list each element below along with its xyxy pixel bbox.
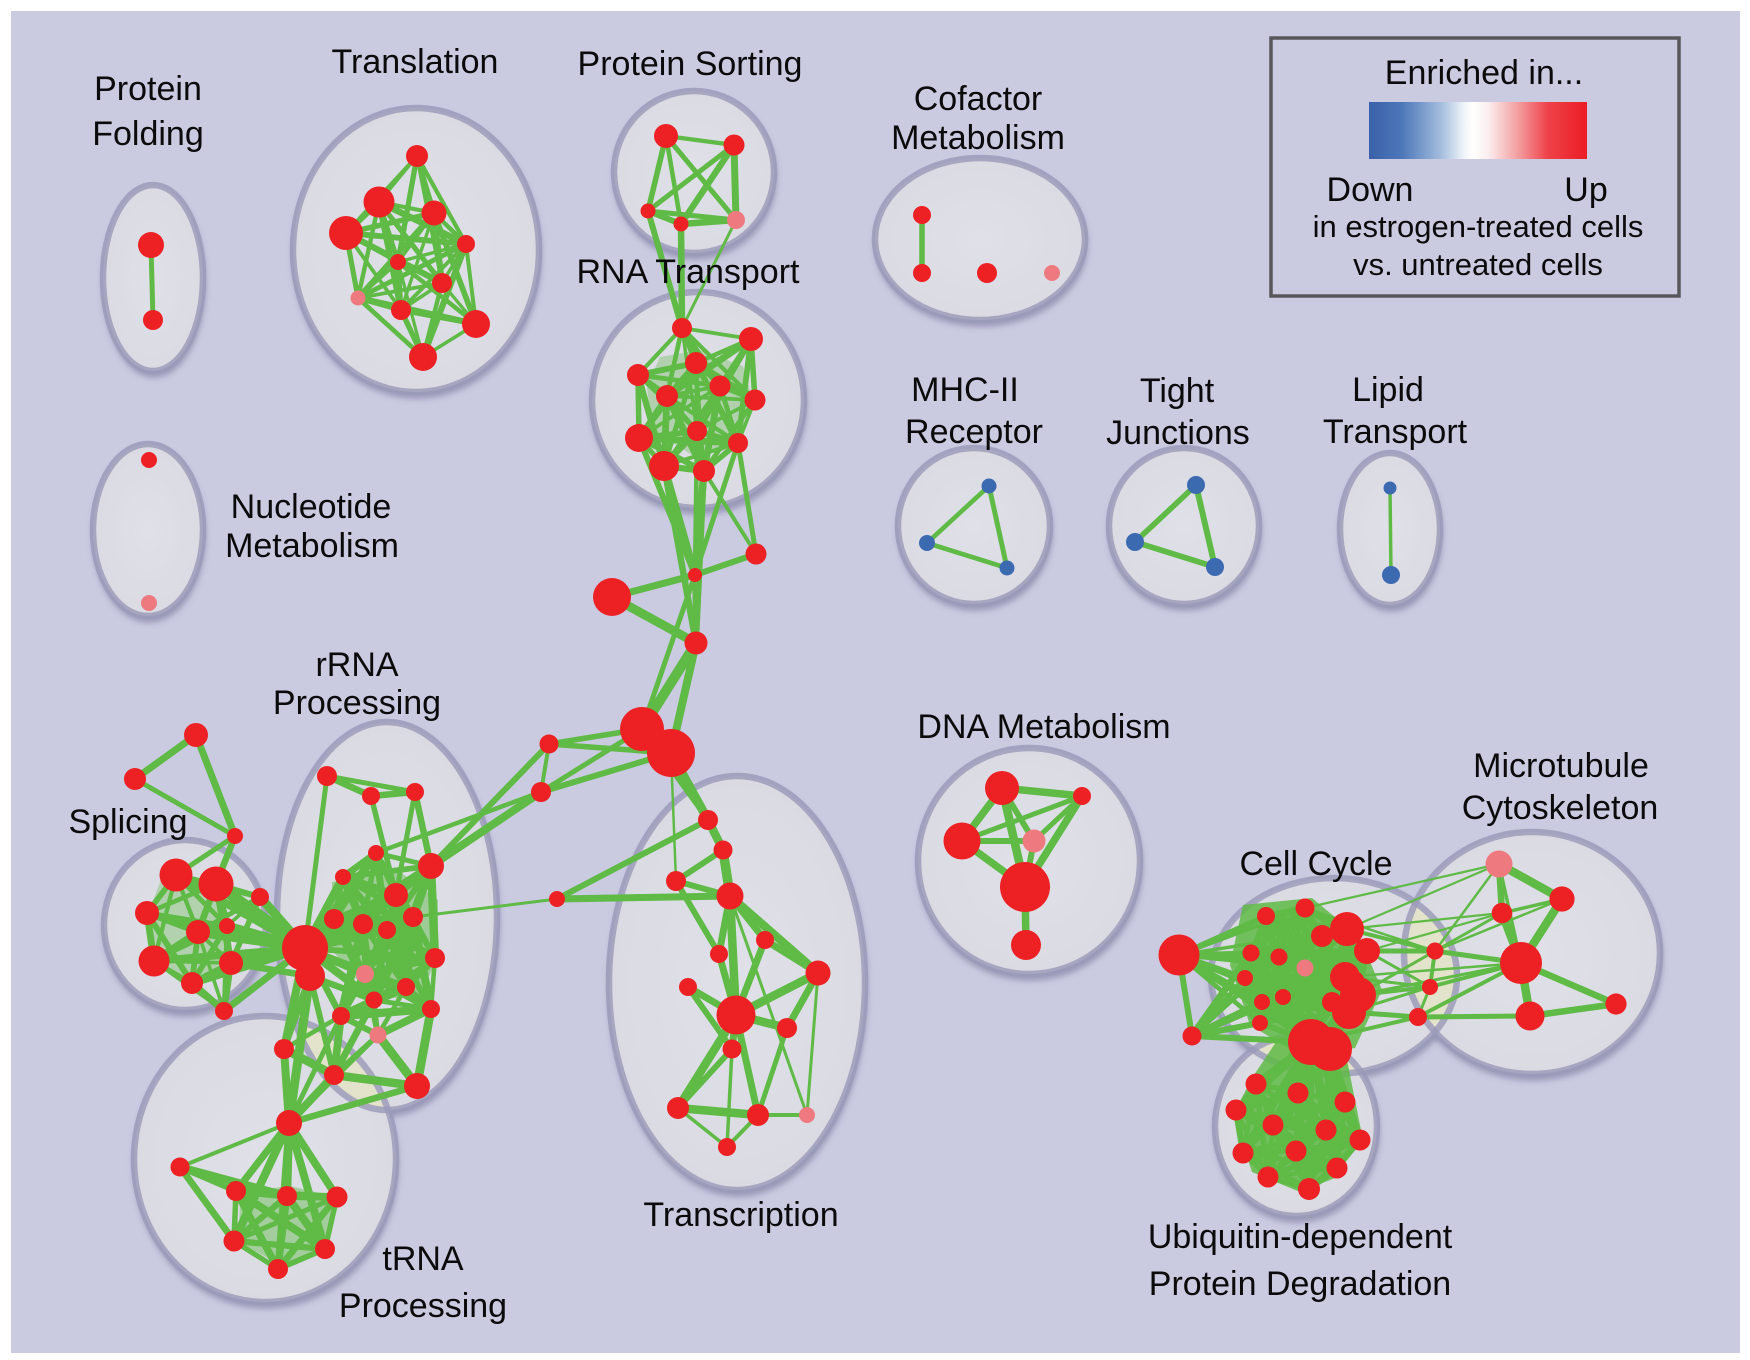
svg-text:Junctions: Junctions [1106, 414, 1250, 452]
svg-text:Lipid: Lipid [1352, 371, 1424, 409]
svg-text:Nucleotide: Nucleotide [231, 488, 392, 526]
svg-text:Ubiquitin-dependent: Ubiquitin-dependent [1148, 1218, 1453, 1256]
svg-text:Protein Sorting: Protein Sorting [578, 45, 803, 83]
svg-text:Transport: Transport [1323, 413, 1468, 451]
svg-text:RNA Transport: RNA Transport [577, 253, 801, 291]
svg-text:Down: Down [1327, 171, 1414, 209]
svg-text:Translation: Translation [332, 43, 499, 81]
svg-text:Splicing: Splicing [68, 803, 187, 841]
svg-text:tRNA: tRNA [382, 1240, 464, 1278]
svg-text:Metabolism: Metabolism [891, 119, 1065, 157]
svg-text:Transcription: Transcription [643, 1196, 838, 1234]
svg-text:Tight: Tight [1140, 372, 1215, 410]
svg-text:Up: Up [1564, 171, 1607, 209]
svg-text:Receptor: Receptor [905, 413, 1043, 451]
svg-text:rRNA: rRNA [315, 646, 398, 684]
svg-text:Cytoskeleton: Cytoskeleton [1462, 789, 1659, 827]
svg-text:Processing: Processing [339, 1287, 507, 1325]
svg-text:Cofactor: Cofactor [914, 80, 1043, 118]
svg-text:DNA Metabolism: DNA Metabolism [917, 708, 1170, 746]
svg-text:Metabolism: Metabolism [225, 527, 399, 565]
svg-text:Protein Degradation: Protein Degradation [1149, 1265, 1451, 1303]
svg-text:Protein: Protein [94, 70, 202, 108]
svg-text:MHC-II: MHC-II [911, 371, 1019, 409]
svg-text:Cell Cycle: Cell Cycle [1239, 845, 1392, 883]
svg-text:Microtubule: Microtubule [1473, 747, 1649, 785]
svg-text:Folding: Folding [92, 115, 204, 153]
svg-text:in estrogen-treated cells: in estrogen-treated cells [1313, 209, 1644, 244]
svg-text:Processing: Processing [273, 684, 441, 722]
svg-text:vs. untreated cells: vs. untreated cells [1353, 247, 1603, 282]
svg-text:Enriched in...: Enriched in... [1385, 54, 1583, 92]
